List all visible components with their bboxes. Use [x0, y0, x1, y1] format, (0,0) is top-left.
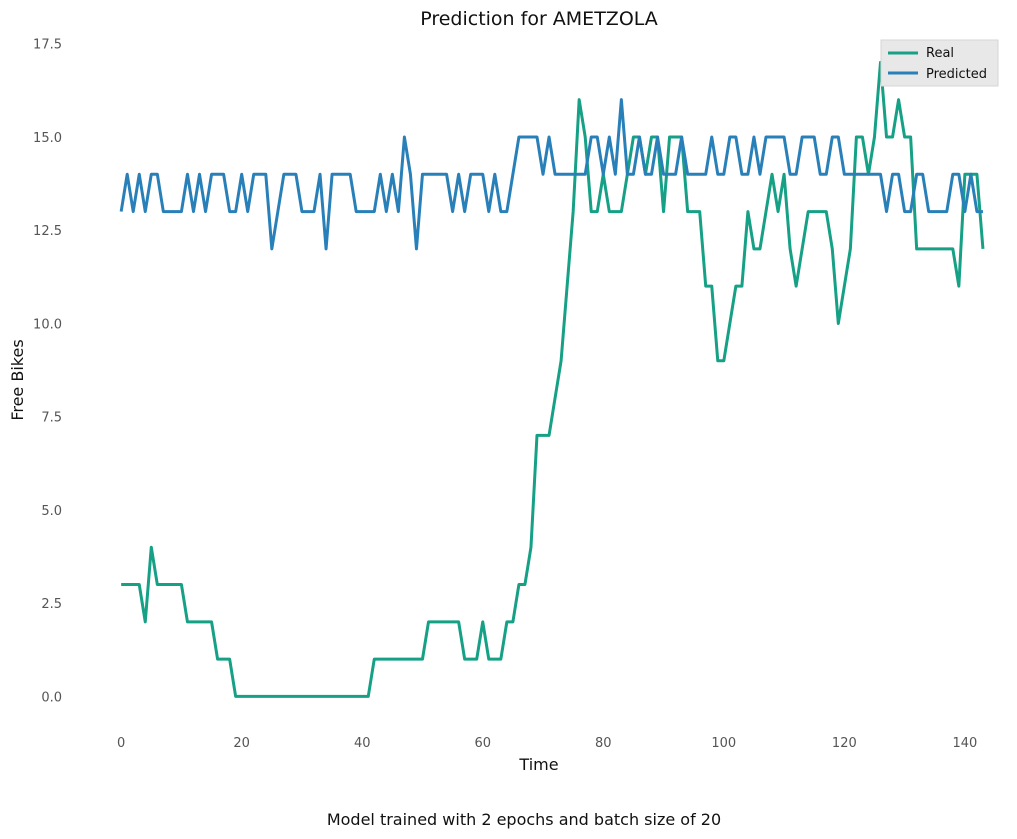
series-line-real	[121, 60, 985, 698]
y-tick-label: 2.5	[41, 597, 62, 612]
x-tick-label: 40	[354, 736, 371, 751]
series-line-predicted	[119, 98, 983, 251]
x-axis-title: Time	[518, 755, 558, 774]
x-tick-label: 100	[711, 736, 736, 751]
y-tick-label: 7.5	[41, 411, 62, 426]
x-tick-label: 140	[952, 736, 977, 751]
y-tick-label: 17.5	[33, 38, 62, 53]
x-tick-label: 0	[117, 736, 125, 751]
legend: Real Predicted	[880, 39, 999, 87]
y-axis-title: Free Bikes	[8, 339, 27, 420]
y-tick-label: 10.0	[33, 317, 62, 332]
y-axis-ticks: 0.0 2.5 5.0 7.5 10.0 12.5 15.0 17.5	[33, 38, 62, 706]
legend-label-predicted: Predicted	[926, 67, 987, 82]
y-tick-label: 12.5	[33, 224, 62, 239]
y-tick-label: 15.0	[33, 131, 62, 146]
x-tick-label: 80	[595, 736, 612, 751]
chart-title: Prediction for AMETZOLA	[420, 8, 658, 30]
legend-label-real: Real	[926, 46, 954, 61]
series-lines	[119, 60, 985, 698]
x-tick-label: 60	[474, 736, 491, 751]
y-tick-label: 0.0	[41, 690, 62, 705]
legend-box	[880, 39, 999, 87]
y-tick-label: 5.0	[41, 504, 62, 519]
x-tick-label: 120	[832, 736, 857, 751]
x-tick-label: 20	[233, 736, 250, 751]
x-axis-ticks: 0 20 40 60 80 100 120 140	[117, 736, 977, 751]
chart-caption: Model trained with 2 epochs and batch si…	[327, 810, 721, 829]
